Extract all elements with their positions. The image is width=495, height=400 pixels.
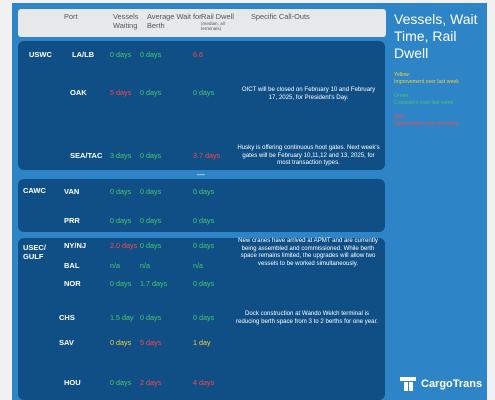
vessels-waiting-value: 0 days: [110, 338, 132, 347]
call-out-note: New cranes have arrived at APMT and are …: [238, 237, 378, 267]
call-out-note: OICT will be closed on February 10 and F…: [241, 86, 376, 101]
header-rail: Rail Dwell (median, all terminals): [201, 12, 241, 31]
port-name: BAL: [64, 261, 80, 270]
vessels-waiting-value: 2.0 days: [110, 241, 138, 250]
port-name: SEA/TAC: [70, 151, 103, 160]
report-canvas: Port Vessels Waiting Average Wait for Be…: [12, 3, 487, 400]
rail-dwell-value: 0 days: [193, 313, 215, 322]
vessels-waiting-value: n/a: [110, 261, 120, 270]
region-usec-gulf: USEC/ GULF: [23, 243, 46, 261]
rail-dwell-value: 4 days: [193, 378, 215, 387]
vessels-waiting-value: 3 days: [110, 151, 132, 160]
header-vessels: Vessels Waiting: [113, 12, 139, 30]
port-name: NY/NJ: [64, 241, 87, 250]
legend-description: Consistent over last week: [394, 99, 454, 106]
panel-usec-gulf: [18, 238, 385, 400]
average-wait-value: 0 days: [140, 313, 162, 322]
average-wait-value: 0 days: [140, 50, 162, 59]
legend-label: Green:: [394, 93, 410, 99]
header-callouts: Specific Call-Outs: [251, 12, 310, 21]
legend-label: Yellow:: [394, 72, 411, 78]
port-name: OAK: [70, 88, 87, 97]
average-wait-value: 0 days: [140, 88, 162, 97]
port-name: VAN: [64, 187, 80, 196]
port-name: CHS: [59, 313, 75, 322]
average-wait-value: 0 days: [140, 241, 162, 250]
rail-dwell-value: 0 days: [193, 187, 215, 196]
header-rail-sub: (median, all terminals): [201, 21, 225, 31]
vessels-waiting-value: 0 days: [110, 50, 132, 59]
legend-label: Red:: [394, 114, 405, 120]
average-wait-value: 0 days: [140, 216, 162, 225]
sidebar-title: Vessels, Wait Time, Rail Dwell: [394, 11, 478, 61]
region-cawc: CAWC: [23, 186, 46, 195]
vessels-waiting-value: 1.5 day: [110, 313, 134, 322]
cargotrans-logo: CargoTrans: [400, 375, 487, 395]
average-wait-value: 0 days: [140, 151, 162, 160]
port-name: NOR: [64, 279, 81, 288]
average-wait-value: 2 days: [140, 378, 162, 387]
header-port: Port: [64, 12, 78, 21]
vessels-waiting-value: 0 days: [110, 187, 132, 196]
rail-dwell-value: 6.6: [193, 50, 203, 59]
rail-dwell-value: 1 day: [193, 338, 211, 347]
vessels-waiting-value: 0 days: [110, 378, 132, 387]
vessels-waiting-value: 0 days: [110, 279, 132, 288]
call-out-note: Dock construction at Wando Welch termina…: [236, 310, 378, 325]
vessels-waiting-value: 5 days: [110, 88, 132, 97]
table-header: Port Vessels Waiting Average Wait for Be…: [18, 9, 386, 37]
average-wait-value: 0 days: [140, 187, 162, 196]
panel-cawc: [18, 179, 385, 232]
call-out-note: Husky is offering continuous hoot gates.…: [237, 144, 380, 167]
header-rail-label: Rail Dwell: [201, 12, 234, 21]
port-name: PRR: [64, 216, 80, 225]
separator-dash: —: [197, 170, 205, 179]
rail-dwell-value: n/a: [193, 261, 203, 270]
cargotrans-logo-icon: [400, 377, 416, 391]
legend-item: Green: Consistent over last week: [394, 93, 453, 106]
rail-dwell-value: 0 days: [193, 241, 215, 250]
panel-uswc: [18, 41, 385, 170]
rail-dwell-value: 0 days: [193, 216, 215, 225]
port-name: HOU: [64, 378, 81, 387]
average-wait-value: 1.7 days: [140, 279, 168, 288]
rail-dwell-value: 3.7 days: [193, 151, 221, 160]
legend-description: Deterioration over last week: [394, 120, 459, 127]
legend-item: Yellow: Improvement over last week: [394, 72, 459, 85]
rail-dwell-value: 0 days: [193, 279, 215, 288]
average-wait-value: 5 days: [140, 338, 162, 347]
average-wait-value: n/a: [140, 261, 150, 270]
logo-text: CargoTrans: [421, 378, 483, 390]
legend-item: Red: Deterioration over last week: [394, 114, 458, 127]
vessels-waiting-value: 0 days: [110, 216, 132, 225]
legend-description: Improvement over last week: [394, 78, 459, 85]
region-uswc: USWC: [29, 50, 52, 59]
port-name: SAV: [59, 338, 74, 347]
port-name: LA/LB: [72, 50, 95, 59]
rail-dwell-value: 0 days: [193, 88, 215, 97]
header-avg-wait: Average Wait for Berth: [147, 12, 202, 30]
